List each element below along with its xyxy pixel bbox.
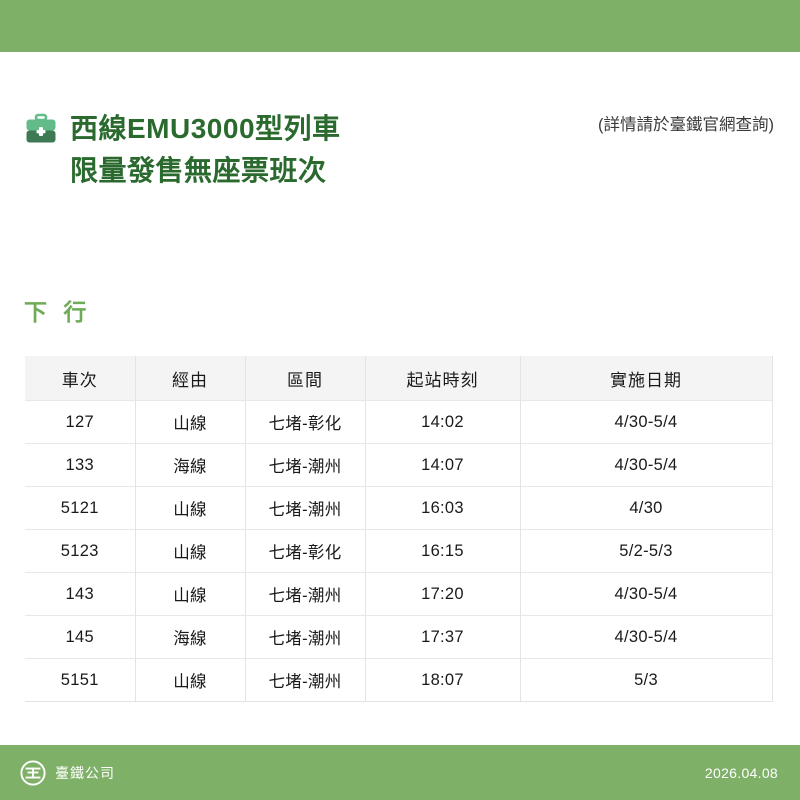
cell-departure-time: 17:20 bbox=[365, 572, 521, 616]
cell-effective-date: 4/30-5/4 bbox=[520, 443, 773, 487]
cell-train-number: 5123 bbox=[25, 529, 136, 573]
table-row: 5123 山線 七堵-彰化 16:15 5/2-5/3 bbox=[25, 529, 773, 573]
schedule-table-wrapper: 車次 經由 區間 起站時刻 實施日期 127 山線 七堵-彰化 14:02 4/… bbox=[25, 356, 773, 702]
page-title-line-2: 限量發售無座票班次 bbox=[70, 155, 327, 186]
cell-section: 七堵-潮州 bbox=[245, 658, 366, 702]
cell-train-number: 145 bbox=[25, 615, 136, 659]
cell-via: 海線 bbox=[135, 443, 246, 487]
cell-section: 七堵-潮州 bbox=[245, 443, 366, 487]
page-title: 西線EMU3000型列車 限量發售無座票班次 bbox=[70, 108, 341, 192]
cell-train-number: 5151 bbox=[25, 658, 136, 702]
cell-effective-date: 5/3 bbox=[520, 658, 773, 702]
cell-via: 山線 bbox=[135, 572, 246, 616]
footer-brand-name: 臺鐵公司 bbox=[55, 764, 115, 781]
cell-departure-time: 17:37 bbox=[365, 615, 521, 659]
page-header: 西線EMU3000型列車 限量發售無座票班次 (詳情請於臺鐵官網查詢) bbox=[0, 108, 800, 192]
tra-logo-icon bbox=[20, 759, 46, 786]
table-row: 5151 山線 七堵-潮州 18:07 5/3 bbox=[25, 658, 773, 702]
column-header-section: 區間 bbox=[245, 356, 366, 401]
cell-via: 山線 bbox=[135, 400, 246, 444]
table-header-row: 車次 經由 區間 起站時刻 實施日期 bbox=[25, 356, 773, 401]
section-heading-southbound: 下 行 bbox=[24, 299, 92, 325]
cell-effective-date: 4/30-5/4 bbox=[520, 400, 773, 444]
cell-section: 七堵-潮州 bbox=[245, 615, 366, 659]
column-header-effective-date: 實施日期 bbox=[520, 356, 773, 401]
cell-effective-date: 4/30-5/4 bbox=[520, 572, 773, 616]
cell-section: 七堵-潮州 bbox=[245, 572, 366, 616]
header-note: (詳情請於臺鐵官網查詢) bbox=[598, 116, 774, 134]
cell-section: 七堵-潮州 bbox=[245, 486, 366, 530]
cell-via: 海線 bbox=[135, 615, 246, 659]
top-accent-band bbox=[0, 0, 800, 52]
table-row: 5121 山線 七堵-潮州 16:03 4/30 bbox=[25, 486, 773, 530]
column-header-train-number: 車次 bbox=[25, 356, 136, 401]
cell-via: 山線 bbox=[135, 486, 246, 530]
briefcase-icon bbox=[24, 112, 58, 146]
cell-departure-time: 18:07 bbox=[365, 658, 521, 702]
footer-date: 2026.04.08 bbox=[704, 764, 778, 781]
cell-departure-time: 14:02 bbox=[365, 400, 521, 444]
cell-effective-date: 5/2-5/3 bbox=[520, 529, 773, 573]
cell-effective-date: 4/30-5/4 bbox=[520, 615, 773, 659]
cell-train-number: 127 bbox=[25, 400, 136, 444]
cell-via: 山線 bbox=[135, 658, 246, 702]
cell-via: 山線 bbox=[135, 529, 246, 573]
table-row: 133 海線 七堵-潮州 14:07 4/30-5/4 bbox=[25, 443, 773, 487]
table-row: 143 山線 七堵-潮州 17:20 4/30-5/4 bbox=[25, 572, 773, 616]
cell-section: 七堵-彰化 bbox=[245, 400, 366, 444]
cell-train-number: 143 bbox=[25, 572, 136, 616]
page-title-line-1: 西線EMU3000型列車 bbox=[70, 113, 341, 144]
column-header-departure-time: 起站時刻 bbox=[365, 356, 521, 401]
footer-bar: 臺鐵公司 2026.04.08 bbox=[0, 745, 800, 800]
footer-brand: 臺鐵公司 bbox=[20, 759, 115, 786]
title-block: 西線EMU3000型列車 限量發售無座票班次 bbox=[24, 108, 341, 192]
table-row: 127 山線 七堵-彰化 14:02 4/30-5/4 bbox=[25, 400, 773, 444]
column-header-via: 經由 bbox=[135, 356, 246, 401]
cell-departure-time: 16:15 bbox=[365, 529, 521, 573]
cell-train-number: 133 bbox=[25, 443, 136, 487]
schedule-table: 車次 經由 區間 起站時刻 實施日期 127 山線 七堵-彰化 14:02 4/… bbox=[25, 356, 773, 702]
cell-train-number: 5121 bbox=[25, 486, 136, 530]
cell-effective-date: 4/30 bbox=[520, 486, 773, 530]
cell-section: 七堵-彰化 bbox=[245, 529, 366, 573]
table-row: 145 海線 七堵-潮州 17:37 4/30-5/4 bbox=[25, 615, 773, 659]
cell-departure-time: 16:03 bbox=[365, 486, 521, 530]
cell-departure-time: 14:07 bbox=[365, 443, 521, 487]
